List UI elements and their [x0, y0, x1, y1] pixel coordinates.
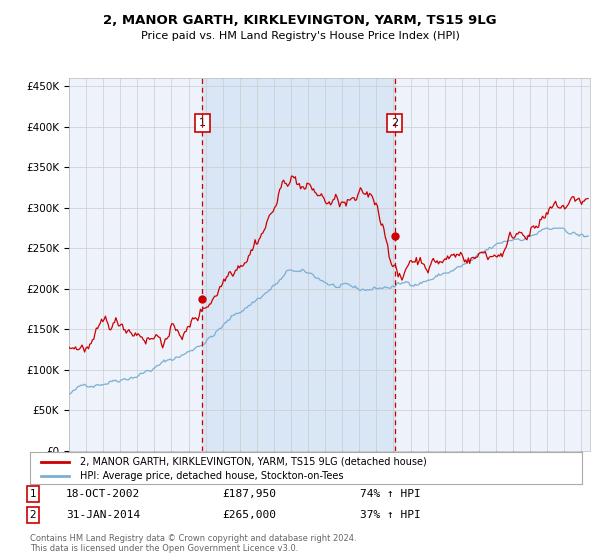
- Text: 2, MANOR GARTH, KIRKLEVINGTON, YARM, TS15 9LG: 2, MANOR GARTH, KIRKLEVINGTON, YARM, TS1…: [103, 14, 497, 27]
- Text: 2: 2: [29, 510, 37, 520]
- Text: 31-JAN-2014: 31-JAN-2014: [66, 510, 140, 520]
- Text: £265,000: £265,000: [222, 510, 276, 520]
- Text: 18-OCT-2002: 18-OCT-2002: [66, 489, 140, 499]
- Text: Price paid vs. HM Land Registry's House Price Index (HPI): Price paid vs. HM Land Registry's House …: [140, 31, 460, 41]
- Text: HPI: Average price, detached house, Stockton-on-Tees: HPI: Average price, detached house, Stoc…: [80, 472, 343, 481]
- Bar: [202, 78, 395, 451]
- Text: 2, MANOR GARTH, KIRKLEVINGTON, YARM, TS15 9LG (detached house): 2, MANOR GARTH, KIRKLEVINGTON, YARM, TS1…: [80, 456, 427, 466]
- Text: 37% ↑ HPI: 37% ↑ HPI: [360, 510, 421, 520]
- Text: Contains HM Land Registry data © Crown copyright and database right 2024.: Contains HM Land Registry data © Crown c…: [30, 534, 356, 543]
- Text: 2: 2: [391, 118, 398, 128]
- Text: £187,950: £187,950: [222, 489, 276, 499]
- Text: This data is licensed under the Open Government Licence v3.0.: This data is licensed under the Open Gov…: [30, 544, 298, 553]
- Text: 1: 1: [199, 118, 206, 128]
- Text: 74% ↑ HPI: 74% ↑ HPI: [360, 489, 421, 499]
- Text: 1: 1: [29, 489, 37, 499]
